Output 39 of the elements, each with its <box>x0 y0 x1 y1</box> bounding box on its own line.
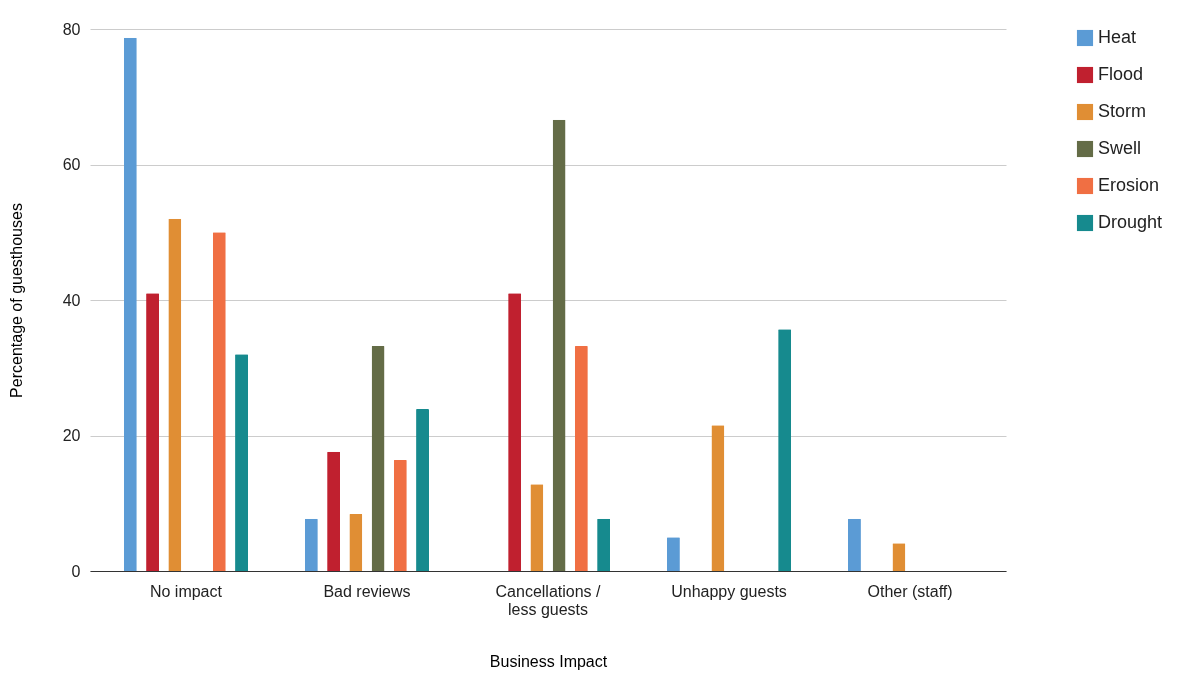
bar <box>778 329 792 571</box>
bar <box>574 346 588 571</box>
y-tick-label: 0 <box>71 562 81 580</box>
x-tick-label: No impact <box>149 582 223 600</box>
bar <box>416 409 430 571</box>
y-tick-label: 80 <box>62 20 81 38</box>
bar <box>711 425 725 571</box>
bar <box>327 451 341 571</box>
legend-label: Drought <box>1098 212 1163 232</box>
bar <box>371 346 385 571</box>
legend-label: Flood <box>1098 64 1144 84</box>
bar <box>123 37 137 571</box>
legend-label: Swell <box>1098 138 1142 158</box>
bar <box>146 293 160 571</box>
bar <box>892 543 906 571</box>
y-tick-label: 60 <box>62 156 81 173</box>
bar <box>304 518 318 571</box>
y-axis-title: Percentage of guesthouses <box>7 203 25 398</box>
legend-label: Storm <box>1098 101 1147 121</box>
bar <box>212 232 226 571</box>
y-tick-label: 20 <box>62 427 81 444</box>
x-tick-label: Unhappy guests <box>671 582 787 600</box>
bar <box>597 518 611 571</box>
bar <box>168 218 182 571</box>
bar <box>847 518 861 571</box>
x-tick-label: Cancellations / less guests <box>495 582 602 618</box>
bar <box>235 354 249 571</box>
bar <box>666 537 680 571</box>
bar <box>530 484 544 571</box>
y-tick-label: 40 <box>62 291 81 309</box>
legend-label: Heat <box>1098 27 1137 47</box>
bar <box>552 119 566 571</box>
x-tick-label: Bad reviews <box>323 582 411 600</box>
x-axis-title: Business Impact <box>489 652 608 670</box>
bar <box>349 514 363 571</box>
bar <box>393 459 407 571</box>
x-tick-label: Other (staff) <box>867 582 953 600</box>
bar <box>508 293 522 571</box>
legend-label: Erosion <box>1098 175 1160 195</box>
